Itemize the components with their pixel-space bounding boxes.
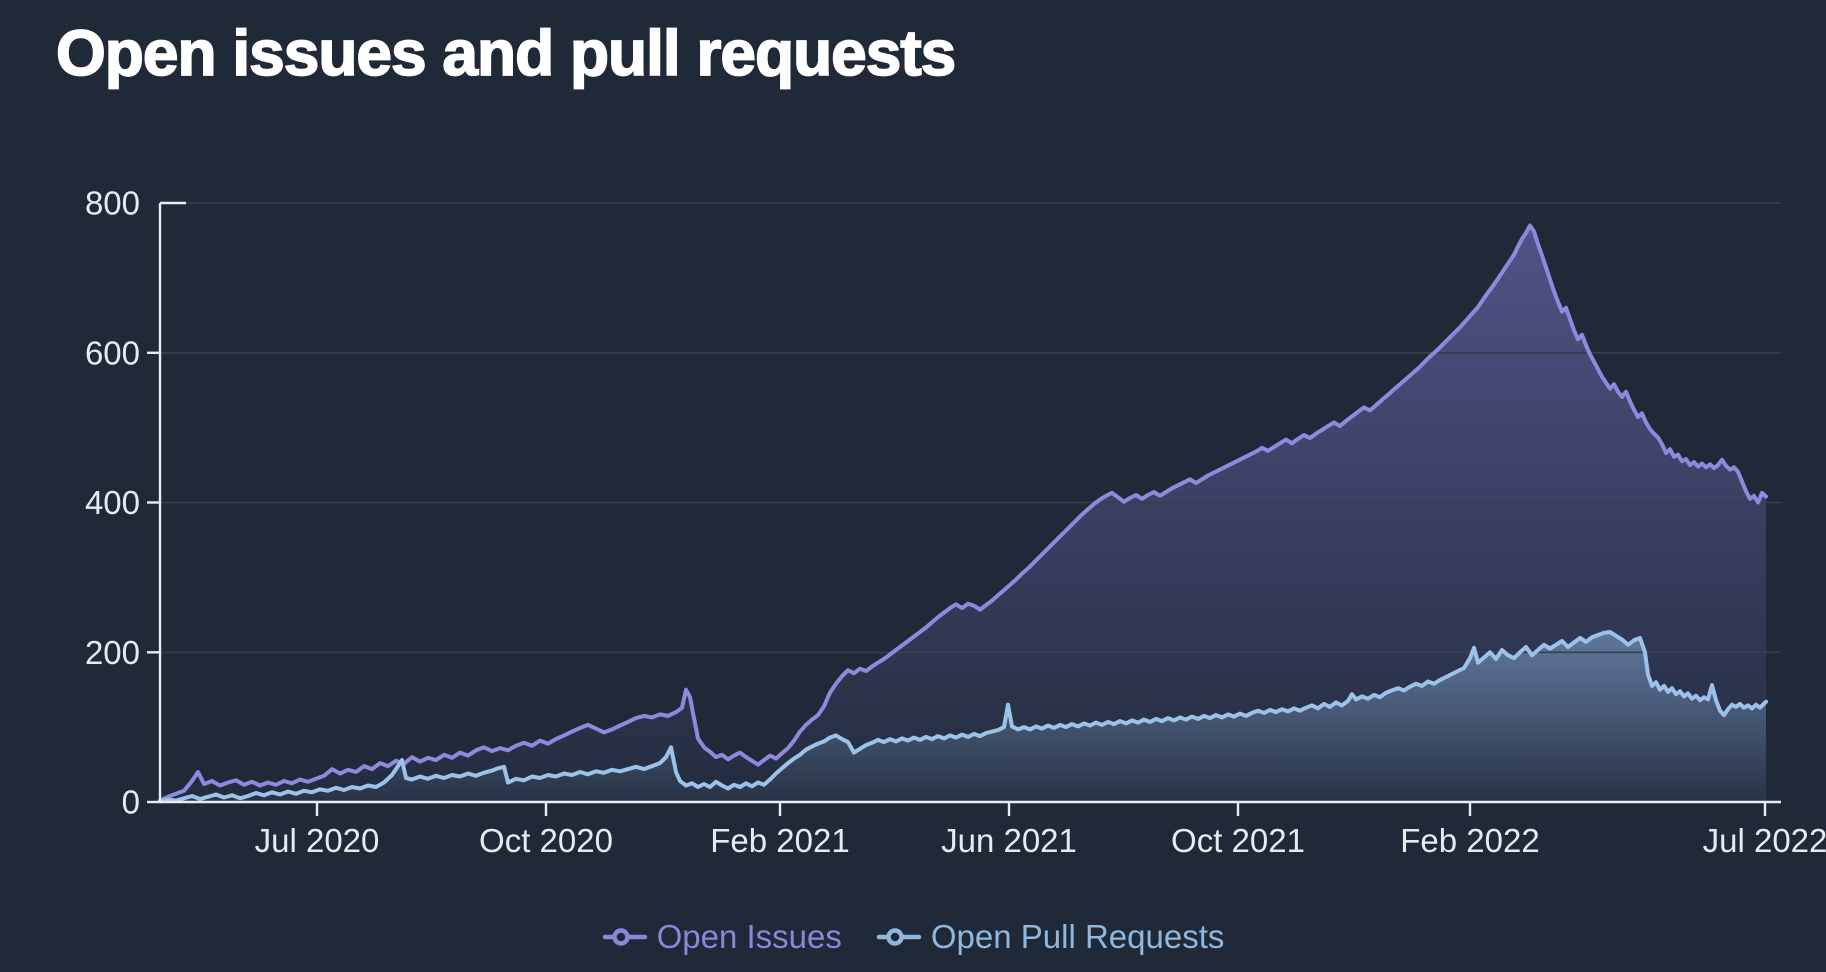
x-tick-label-Feb-2021: Feb 2021: [710, 822, 849, 859]
x-tick-label-Oct-2020: Oct 2020: [479, 822, 613, 859]
legend-label: Open Pull Requests: [930, 918, 1225, 955]
y-tick-label-800: 800: [85, 185, 140, 222]
chart-legend: Open Issues Open Pull Requests: [0, 918, 1826, 956]
area-open-issues: [160, 225, 1766, 802]
line-open-issues: [158, 223, 1768, 803]
area-open-pull-requests: [160, 632, 1766, 802]
y-tick-label-400: 400: [85, 484, 140, 521]
x-tick-label-Feb-2022: Feb 2022: [1400, 822, 1539, 859]
x-tick-label-Jul-2022: Jul 2022: [1703, 822, 1826, 859]
x-tick-label-Jul-2020: Jul 2020: [255, 822, 380, 859]
legend-item-open-pull-requests: Open Pull Requests: [876, 918, 1225, 956]
legend-line-dot-icon: [602, 928, 647, 946]
legend-label: Open Issues: [656, 918, 842, 955]
x-tick-label-Jun-2021: Jun 2021: [941, 822, 1077, 859]
legend-item-open-issues: Open Issues: [602, 918, 842, 956]
page-title: Open issues and pull requests: [55, 17, 957, 90]
y-tick-label-200: 200: [85, 634, 140, 671]
y-tick-label-0: 0: [122, 784, 140, 821]
line-open-pull-requests: [158, 630, 1768, 804]
legend-line-dot-icon: [876, 928, 922, 946]
y-tick-label-600: 600: [85, 334, 140, 371]
x-tick-label-Oct-2021: Oct 2021: [1171, 822, 1305, 859]
